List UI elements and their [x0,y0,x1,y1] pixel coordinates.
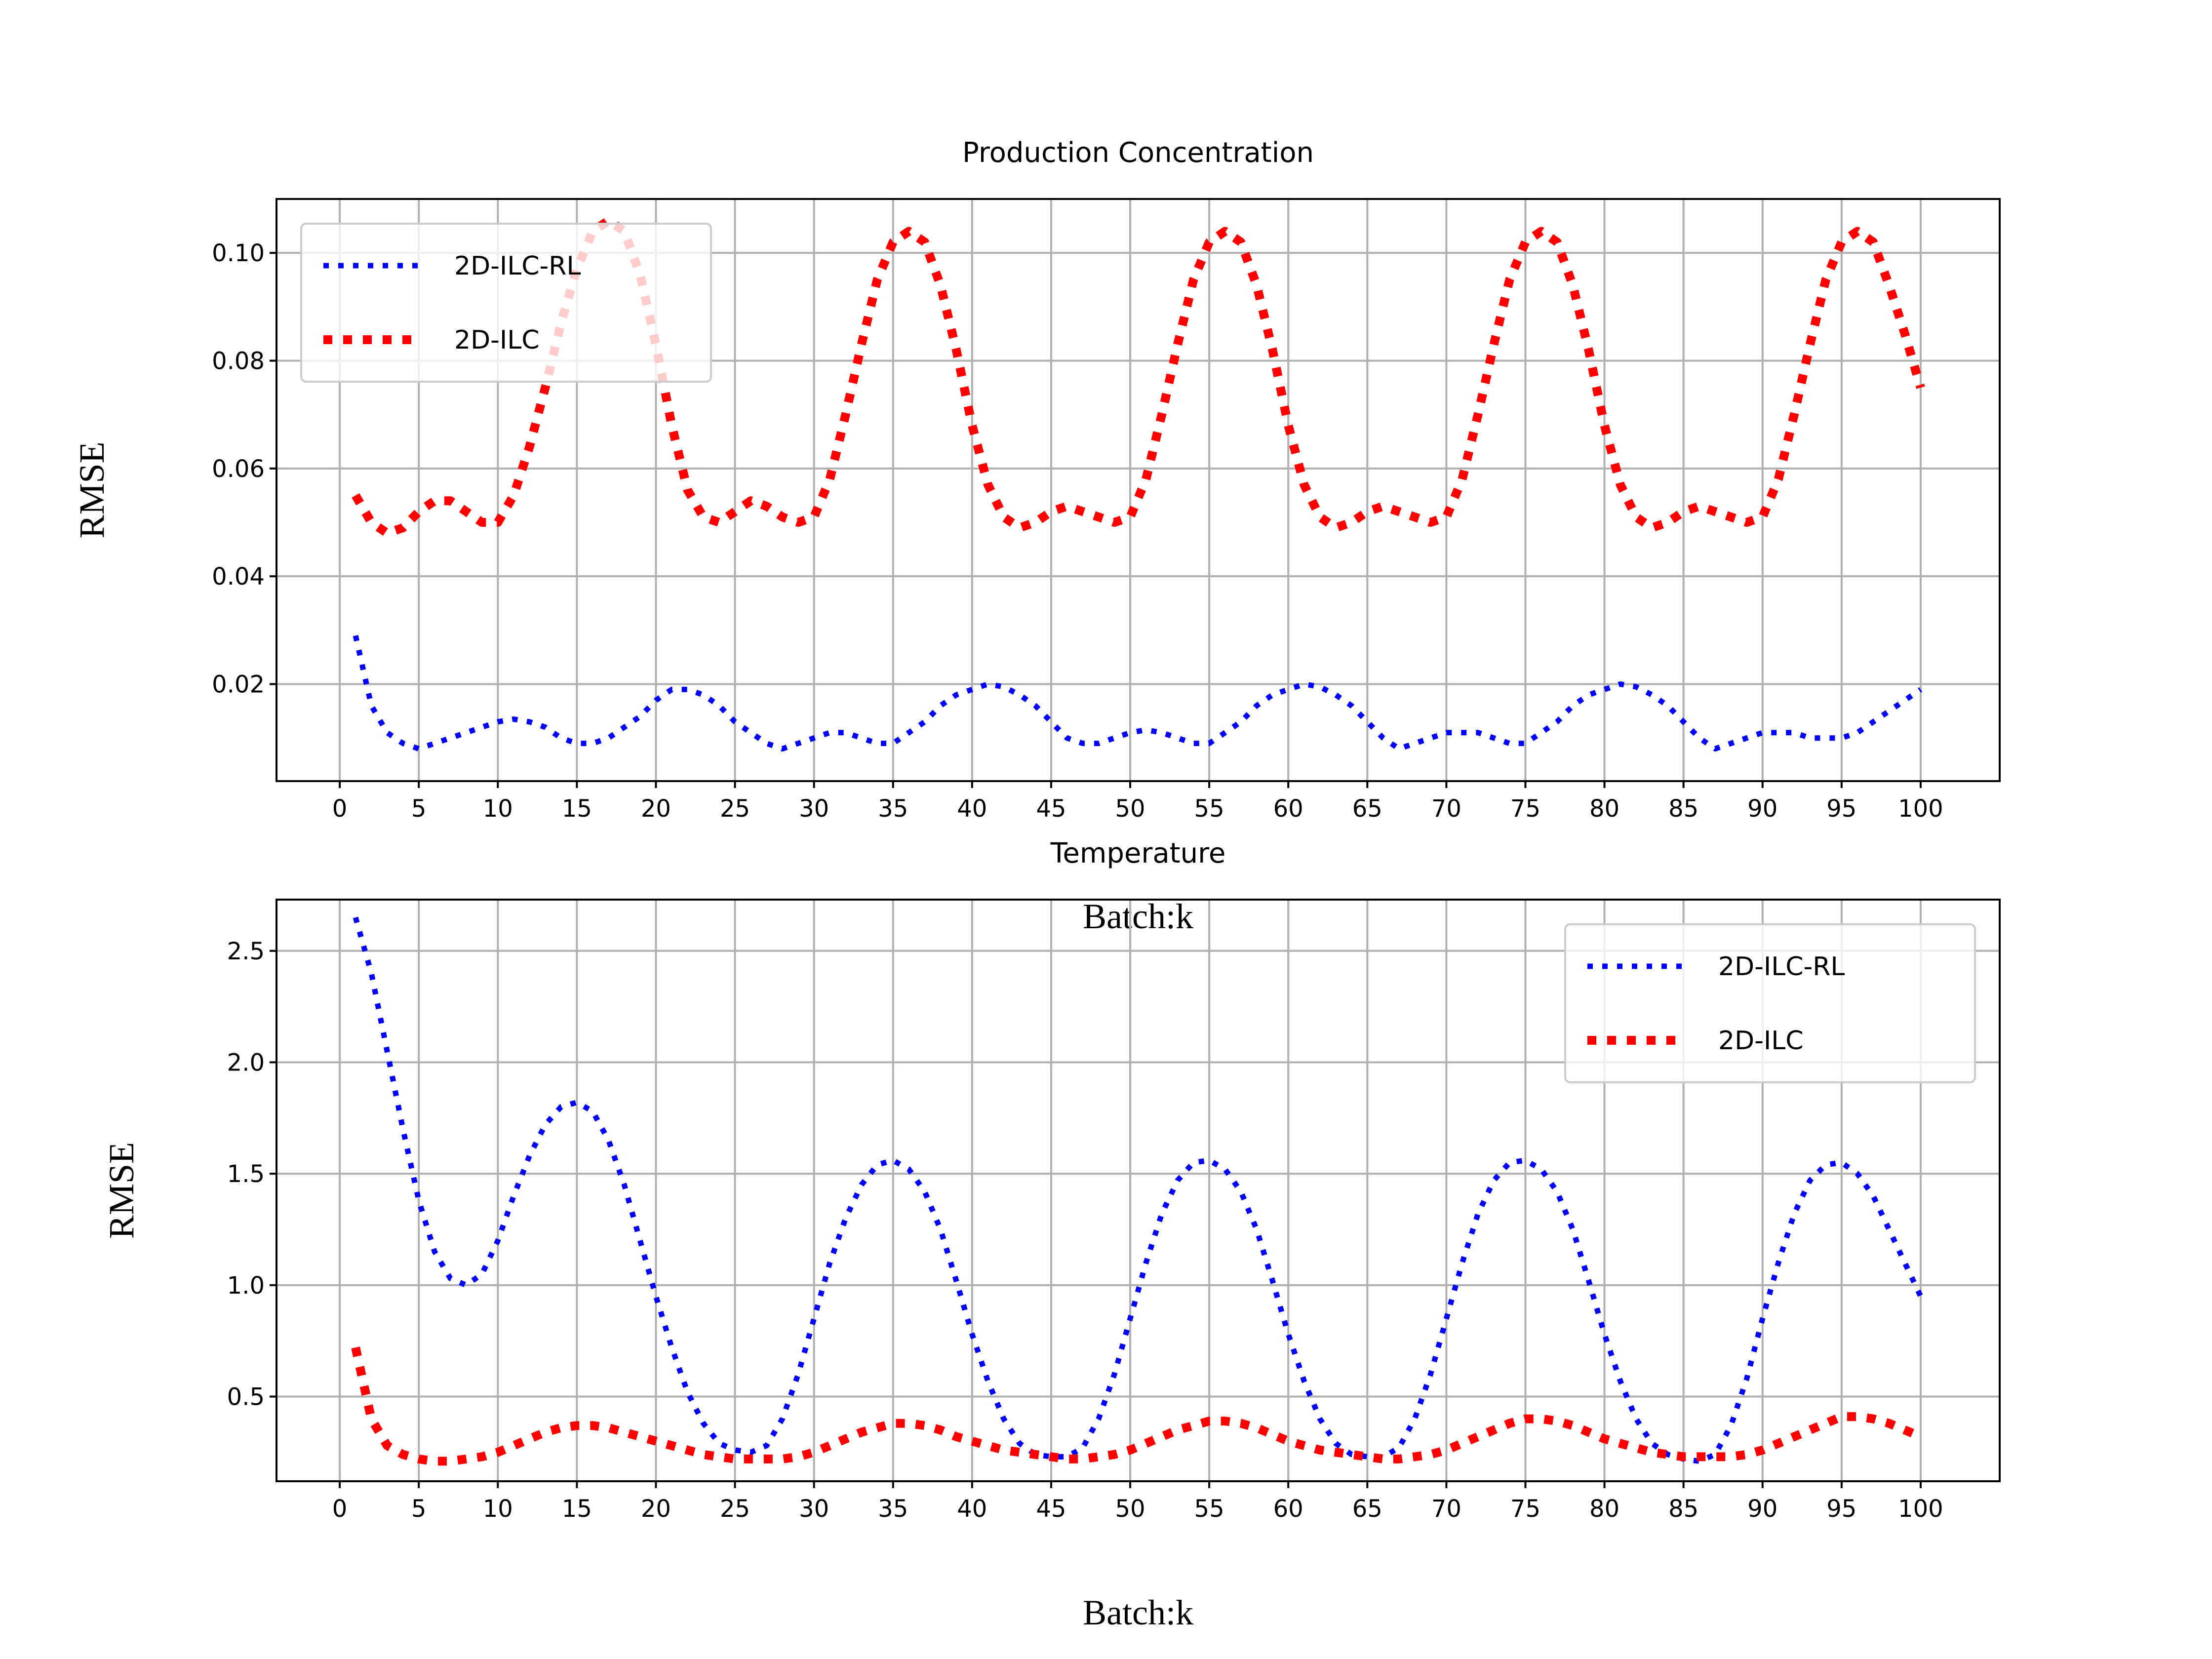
legend-bottom: 2D-ILC-RL 2D-ILC [1564,923,1976,1083]
y-tick-label: 1.0 [227,1272,265,1300]
y-tick-label: 0.10 [212,239,265,267]
x-tick-label: 95 [1826,1495,1856,1523]
y-ticks-bottom: 0.5 1.0 1.5 2.0 2.5 [227,938,276,1411]
x-tick-label: 100 [1898,795,1943,823]
x-tick-label: 0 [332,1495,348,1523]
plot-frame-bottom [276,899,2001,1482]
x-tick-label: 100 [1898,1495,1943,1523]
x-tick-label: 5 [411,1495,427,1523]
x-tick-label: 20 [641,1495,671,1523]
y-tick-label: 0.5 [227,1383,265,1411]
y-tick-label: 0.02 [212,671,265,699]
x-tick-label: 35 [878,1495,908,1523]
x-axis-label-top: Batch:k [1083,897,1193,936]
legend-box [300,223,712,383]
y-tick-label: 2.0 [227,1049,265,1076]
x-tick-label: 55 [1194,795,1224,823]
y-tick-label: 0.06 [212,455,265,483]
x-tick-label: 50 [1115,795,1145,823]
chart-production-concentration: 0 5 10 15 20 25 30 35 40 45 50 55 60 65 70 75 80 85 90 95 10… [72,137,2001,936]
y-axis-label-top: RMSE [72,441,112,538]
x-tick-label: 80 [1589,1495,1620,1523]
y-tick-label: 1.5 [227,1160,265,1188]
x-tick-label: 60 [1273,795,1304,823]
x-tick-label: 20 [641,795,671,823]
y-ticks-top: 0.02 0.04 0.06 0.08 0.10 [212,239,276,699]
x-tick-label: 35 [878,795,908,823]
legend-label-2d-ilc: 2D-ILC [1718,1026,1804,1056]
x-tick-label: 95 [1826,795,1856,823]
x-tick-label: 90 [1747,1495,1778,1523]
x-tick-label: 25 [720,1495,750,1523]
x-tick-label: 85 [1668,1495,1698,1523]
legend-label-2d-ilc-rl: 2D-ILC-RL [454,251,581,281]
x-tick-label: 30 [799,1495,829,1523]
series-line-2d-ilc-rl [353,916,1923,1464]
x-tick-label: 25 [720,795,750,823]
x-tick-label: 65 [1352,1495,1382,1523]
x-tick-label: 80 [1589,795,1620,823]
x-tick-label: 85 [1668,795,1698,823]
x-tick-label: 75 [1510,795,1540,823]
x-axis-label-bottom: Batch:k [1083,1593,1193,1632]
series-layer-bottom [351,916,1923,1466]
x-tick-label: 15 [562,795,592,823]
x-tick-label: 30 [799,795,829,823]
chart-temperature: 0 5 10 15 20 25 30 35 40 45 50 55 60 65 70 75 80 85 90 95 10… [102,837,2001,1632]
x-tick-label: 75 [1510,1495,1540,1523]
legend-label-2d-ilc-rl: 2D-ILC-RL [1718,952,1845,982]
x-tick-label: 70 [1431,795,1462,823]
x-ticks-top: 0 5 10 15 20 25 30 35 40 45 50 55 60 65 70 75 80 85 90 95 10… [332,781,1943,823]
x-tick-label: 50 [1115,1495,1145,1523]
x-tick-label: 45 [1036,1495,1066,1523]
x-tick-label: 65 [1352,795,1382,823]
x-tick-label: 45 [1036,795,1066,823]
x-tick-label: 0 [332,795,348,823]
chart-title-bottom: Temperature [1050,837,1226,869]
y-tick-label: 0.04 [212,563,265,591]
series-line-2d-ilc [351,1346,1923,1466]
y-tick-label: 0.08 [212,348,265,375]
x-tick-label: 15 [562,1495,592,1523]
legend-label-2d-ilc: 2D-ILC [454,325,540,355]
y-tick-label: 2.5 [227,938,265,965]
x-tick-label: 40 [957,795,987,823]
x-tick-label: 40 [957,1495,987,1523]
x-tick-label: 10 [483,795,513,823]
x-ticks-bottom: 0 5 10 15 20 25 30 35 40 45 50 55 60 65 70 75 80 85 90 95 10… [332,1481,1943,1523]
chart-title-top: Production Concentration [962,137,1314,169]
x-tick-label: 70 [1431,1495,1462,1523]
x-tick-label: 5 [411,795,427,823]
x-tick-label: 10 [483,1495,513,1523]
y-axis-label-bottom: RMSE [102,1142,141,1239]
plot-frame-top [276,198,2001,782]
x-tick-label: 55 [1194,1495,1224,1523]
legend-top: 2D-ILC-RL 2D-ILC [300,223,712,383]
series-line-2d-ilc-rl [353,635,1923,751]
legend-box [1564,923,1976,1083]
x-tick-label: 90 [1747,795,1778,823]
x-tick-label: 60 [1273,1495,1304,1523]
